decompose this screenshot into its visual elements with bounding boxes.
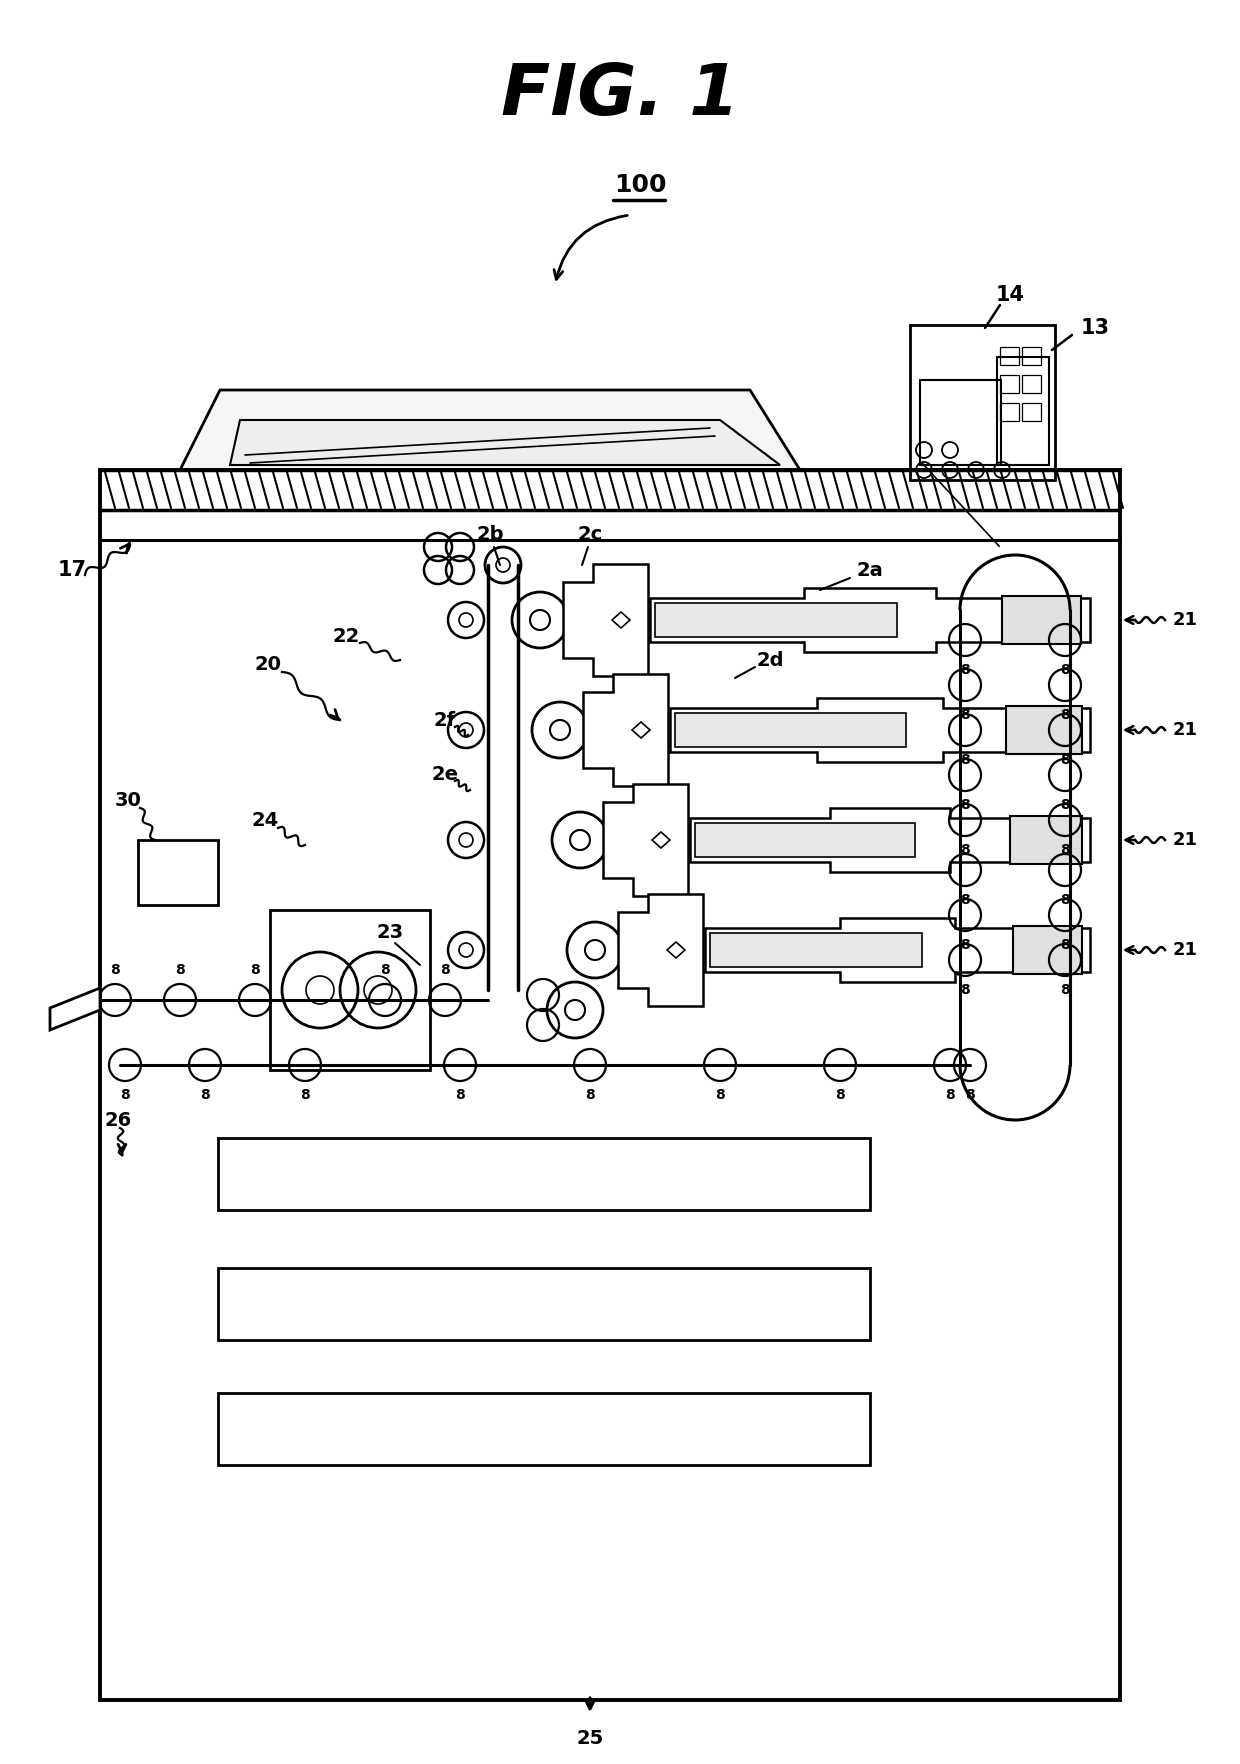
Bar	[999, 402, 1019, 422]
Bar	[1022, 348, 1042, 365]
Text: 8: 8	[1060, 843, 1070, 857]
Polygon shape	[50, 988, 100, 1030]
Text: 8: 8	[960, 843, 970, 857]
Bar	[218, 1394, 870, 1464]
Bar	[997, 356, 1049, 466]
Text: 26: 26	[104, 1111, 131, 1129]
Polygon shape	[667, 942, 684, 958]
Polygon shape	[689, 808, 1090, 871]
Bar	[138, 840, 218, 905]
Polygon shape	[563, 564, 649, 676]
Text: 8: 8	[110, 963, 120, 977]
Text: 8: 8	[965, 1088, 975, 1102]
Polygon shape	[632, 721, 650, 737]
Text: 8: 8	[960, 938, 970, 953]
Bar	[655, 603, 897, 637]
Text: 8: 8	[1060, 797, 1070, 811]
Text: 25: 25	[577, 1729, 604, 1748]
Text: 21: 21	[1173, 721, 1198, 739]
Polygon shape	[650, 587, 1090, 653]
Bar	[1011, 817, 1083, 864]
Text: 8: 8	[1060, 983, 1070, 997]
Text: 8: 8	[835, 1088, 844, 1102]
Text: 8: 8	[960, 707, 970, 721]
Text: 8: 8	[440, 963, 450, 977]
Bar	[218, 1268, 870, 1341]
Bar	[711, 933, 921, 967]
Text: 8: 8	[1060, 938, 1070, 953]
Text: 8: 8	[250, 963, 260, 977]
Text: 21: 21	[1173, 940, 1198, 960]
Text: 8: 8	[300, 1088, 310, 1102]
Bar	[1022, 376, 1042, 393]
Text: 8: 8	[1060, 663, 1070, 677]
Text: 8: 8	[1060, 753, 1070, 767]
Bar	[270, 910, 430, 1071]
Text: 23: 23	[377, 924, 403, 942]
Text: 100: 100	[614, 173, 666, 198]
Text: 2e: 2e	[432, 766, 459, 785]
Text: 2d: 2d	[756, 651, 784, 670]
Text: 2c: 2c	[578, 526, 603, 545]
Text: 8: 8	[715, 1088, 725, 1102]
Text: 8: 8	[945, 1088, 955, 1102]
Text: 30: 30	[114, 790, 141, 810]
Text: 8: 8	[381, 963, 389, 977]
Bar	[1022, 402, 1042, 422]
Text: 24: 24	[252, 810, 279, 829]
Bar	[1002, 596, 1081, 644]
Bar	[999, 348, 1019, 365]
Bar	[920, 379, 1001, 466]
Text: 17: 17	[57, 559, 87, 580]
Polygon shape	[583, 674, 668, 787]
Text: 8: 8	[200, 1088, 210, 1102]
Polygon shape	[613, 612, 630, 628]
Polygon shape	[622, 946, 632, 954]
Bar	[1013, 926, 1083, 974]
Polygon shape	[652, 833, 670, 848]
Bar	[1006, 706, 1081, 753]
Polygon shape	[588, 727, 598, 734]
Text: 13: 13	[1080, 318, 1110, 339]
Polygon shape	[568, 616, 578, 624]
Text: 8: 8	[960, 983, 970, 997]
Bar	[910, 325, 1055, 480]
Text: 2b: 2b	[476, 526, 503, 545]
Polygon shape	[670, 699, 1090, 762]
Polygon shape	[608, 836, 618, 843]
Polygon shape	[603, 783, 688, 896]
Text: 8: 8	[960, 797, 970, 811]
Text: 14: 14	[996, 286, 1024, 305]
Bar	[100, 469, 1120, 1700]
Text: 8: 8	[585, 1088, 595, 1102]
Text: 8: 8	[960, 753, 970, 767]
Text: 22: 22	[332, 628, 360, 646]
Text: 21: 21	[1173, 831, 1198, 848]
Bar	[675, 713, 906, 746]
Polygon shape	[706, 917, 1090, 983]
Polygon shape	[180, 390, 800, 469]
Text: 8: 8	[455, 1088, 465, 1102]
Text: 8: 8	[120, 1088, 130, 1102]
Text: FIG. 1: FIG. 1	[501, 60, 739, 129]
Bar	[999, 376, 1019, 393]
Text: 2a: 2a	[857, 561, 883, 580]
Polygon shape	[229, 420, 780, 466]
Text: 8: 8	[1060, 893, 1070, 907]
Text: 8: 8	[960, 893, 970, 907]
Text: 2f: 2f	[434, 711, 456, 730]
Bar	[694, 824, 915, 857]
Bar	[218, 1138, 870, 1210]
Text: 8: 8	[960, 663, 970, 677]
Text: 20: 20	[254, 656, 281, 674]
Text: 8: 8	[175, 963, 185, 977]
Polygon shape	[618, 894, 703, 1005]
Text: 21: 21	[1173, 610, 1198, 630]
Text: 8: 8	[1060, 707, 1070, 721]
